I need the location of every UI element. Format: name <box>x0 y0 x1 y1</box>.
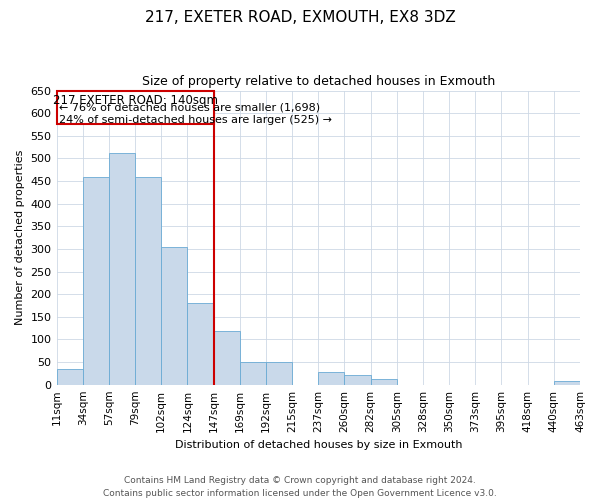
Bar <box>266 362 292 384</box>
Text: 24% of semi-detached houses are larger (525) →: 24% of semi-detached houses are larger (… <box>59 114 332 124</box>
X-axis label: Distribution of detached houses by size in Exmouth: Distribution of detached houses by size … <box>175 440 462 450</box>
Title: Size of property relative to detached houses in Exmouth: Size of property relative to detached ho… <box>142 75 495 88</box>
Bar <box>56 92 214 124</box>
Bar <box>56 369 83 384</box>
Text: Contains HM Land Registry data © Crown copyright and database right 2024.
Contai: Contains HM Land Registry data © Crown c… <box>103 476 497 498</box>
Bar <box>187 303 214 384</box>
Text: 217 EXETER ROAD: 140sqm: 217 EXETER ROAD: 140sqm <box>53 94 218 106</box>
Bar <box>240 362 266 384</box>
Bar <box>161 246 187 384</box>
Text: ← 76% of detached houses are smaller (1,698): ← 76% of detached houses are smaller (1,… <box>59 103 320 113</box>
Y-axis label: Number of detached properties: Number of detached properties <box>15 150 25 326</box>
Bar <box>109 152 135 384</box>
Bar <box>135 178 161 384</box>
Bar <box>554 381 580 384</box>
Bar <box>371 380 397 384</box>
Bar <box>214 332 240 384</box>
Bar <box>318 372 344 384</box>
Bar <box>83 178 109 384</box>
Bar <box>344 374 371 384</box>
Text: 217, EXETER ROAD, EXMOUTH, EX8 3DZ: 217, EXETER ROAD, EXMOUTH, EX8 3DZ <box>145 10 455 25</box>
